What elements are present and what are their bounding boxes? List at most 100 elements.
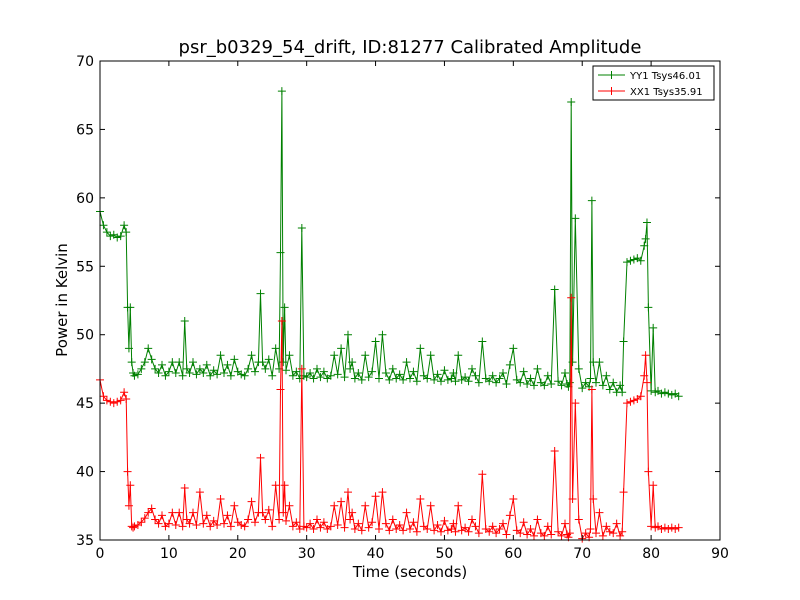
data-point-yy1 bbox=[623, 258, 631, 267]
x-tick-label: 60 bbox=[504, 546, 522, 562]
data-point-yy1 bbox=[182, 364, 191, 373]
data-point-xx1 bbox=[113, 397, 122, 406]
data-point-xx1 bbox=[416, 494, 425, 503]
data-point-xx1 bbox=[471, 522, 480, 531]
data-point-yy1 bbox=[247, 351, 256, 360]
data-point-xx1 bbox=[295, 525, 304, 534]
data-point-yy1 bbox=[602, 371, 611, 380]
series-line-yy1 bbox=[99, 91, 680, 397]
data-point-xx1 bbox=[399, 526, 408, 535]
series-markers-xx1 bbox=[96, 293, 683, 543]
data-point-yy1 bbox=[550, 285, 559, 294]
data-point-yy1 bbox=[578, 384, 587, 393]
data-point-yy1 bbox=[657, 389, 666, 398]
data-point-yy1 bbox=[337, 344, 346, 353]
data-point-xx1 bbox=[123, 467, 132, 476]
data-point-yy1 bbox=[388, 364, 397, 373]
data-point-xx1 bbox=[309, 525, 318, 534]
data-point-yy1 bbox=[213, 370, 222, 379]
data-point-yy1 bbox=[133, 370, 142, 379]
data-point-xx1 bbox=[667, 523, 676, 532]
data-point-xx1 bbox=[543, 522, 552, 531]
data-point-xx1 bbox=[264, 505, 273, 514]
data-point-yy1 bbox=[598, 381, 607, 390]
data-point-xx1 bbox=[346, 515, 355, 524]
data-point-xx1 bbox=[641, 351, 650, 360]
data-point-yy1 bbox=[178, 371, 187, 380]
data-point-yy1 bbox=[557, 381, 566, 390]
data-point-yy1 bbox=[364, 373, 373, 382]
data-point-yy1 bbox=[168, 358, 177, 367]
data-point-yy1 bbox=[586, 374, 595, 383]
data-point-xx1 bbox=[151, 515, 160, 524]
data-point-xx1 bbox=[147, 504, 156, 513]
data-point-yy1 bbox=[567, 98, 576, 107]
data-point-xx1 bbox=[598, 531, 607, 540]
data-point-xx1 bbox=[282, 516, 290, 525]
data-point-xx1 bbox=[540, 531, 549, 540]
data-point-xx1 bbox=[592, 529, 600, 538]
data-point-yy1 bbox=[192, 370, 201, 379]
data-point-xx1 bbox=[440, 516, 449, 525]
data-point-xx1 bbox=[509, 494, 518, 503]
data-point-yy1 bbox=[402, 358, 411, 367]
data-point-xx1 bbox=[230, 501, 239, 510]
data-point-yy1 bbox=[130, 371, 139, 380]
data-point-xx1 bbox=[306, 519, 315, 528]
data-point-xx1 bbox=[129, 523, 138, 532]
data-point-yy1 bbox=[319, 367, 328, 376]
data-point-yy1 bbox=[385, 375, 394, 384]
data-point-xx1 bbox=[671, 525, 680, 534]
data-point-yy1 bbox=[561, 369, 569, 378]
data-point-xx1 bbox=[120, 388, 129, 397]
data-point-xx1 bbox=[368, 518, 377, 527]
data-point-xx1 bbox=[109, 399, 118, 408]
data-point-xx1 bbox=[126, 481, 135, 490]
plot-area bbox=[96, 60, 721, 543]
data-point-xx1 bbox=[547, 530, 556, 539]
data-point-xx1 bbox=[158, 511, 166, 520]
data-point-yy1 bbox=[587, 196, 596, 205]
x-axis: 0 10 20 30 40 50 60 70 80 90 bbox=[96, 61, 729, 562]
data-point-xx1 bbox=[571, 399, 580, 408]
data-point-xx1 bbox=[226, 522, 235, 531]
data-point-yy1 bbox=[605, 385, 614, 394]
data-point-xx1 bbox=[316, 523, 325, 532]
data-point-yy1 bbox=[251, 367, 259, 376]
data-point-xx1 bbox=[164, 519, 173, 528]
data-point-yy1 bbox=[571, 214, 580, 223]
data-point-yy1 bbox=[223, 360, 232, 369]
data-point-xx1 bbox=[402, 508, 411, 517]
data-point-xx1 bbox=[636, 392, 645, 401]
data-point-xx1 bbox=[178, 522, 187, 531]
data-point-xx1 bbox=[619, 488, 628, 497]
data-point-yy1 bbox=[495, 374, 504, 383]
data-point-xx1 bbox=[337, 497, 346, 506]
data-point-yy1 bbox=[175, 358, 184, 367]
data-point-xx1 bbox=[550, 447, 559, 456]
data-point-xx1 bbox=[202, 511, 211, 520]
data-point-xx1 bbox=[292, 518, 301, 527]
data-point-yy1 bbox=[499, 369, 507, 378]
data-point-yy1 bbox=[629, 255, 638, 264]
x-tick-label: 10 bbox=[160, 546, 178, 562]
data-point-xx1 bbox=[192, 520, 201, 529]
data-point-xx1 bbox=[505, 511, 514, 520]
data-point-xx1 bbox=[275, 515, 284, 524]
data-point-xx1 bbox=[426, 501, 435, 510]
data-point-yy1 bbox=[636, 256, 645, 265]
data-point-yy1 bbox=[399, 375, 408, 384]
data-point-yy1 bbox=[295, 374, 304, 383]
data-point-yy1 bbox=[154, 369, 163, 378]
data-point-yy1 bbox=[264, 355, 273, 364]
data-point-yy1 bbox=[306, 369, 315, 378]
x-axis-label: Time (seconds) bbox=[352, 563, 468, 581]
data-point-xx1 bbox=[647, 522, 656, 531]
data-point-yy1 bbox=[171, 369, 180, 378]
y-tick-label: 60 bbox=[76, 191, 94, 207]
data-point-yy1 bbox=[478, 337, 487, 346]
data-point-yy1 bbox=[144, 344, 153, 353]
series-markers-yy1 bbox=[96, 87, 683, 401]
data-point-yy1 bbox=[127, 358, 136, 367]
